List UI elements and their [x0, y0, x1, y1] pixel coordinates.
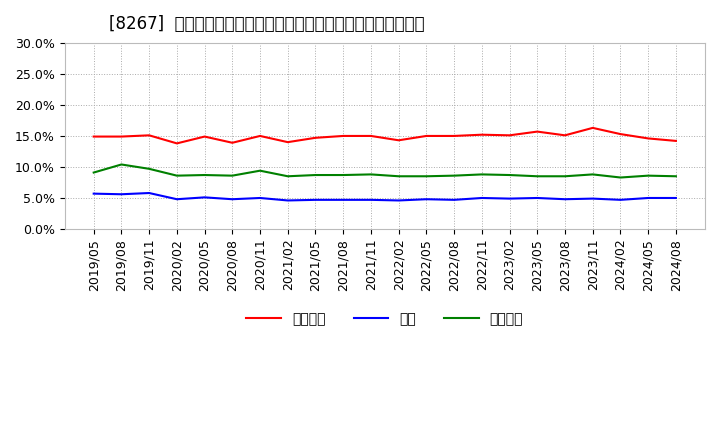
売上債権 — [533, 129, 541, 134]
売上債権 — [588, 125, 597, 131]
売上債権 — [173, 141, 181, 146]
買入債務 — [644, 173, 652, 178]
買入債務 — [173, 173, 181, 178]
買入債務 — [395, 174, 403, 179]
在庫 — [450, 197, 459, 202]
買入債務 — [228, 173, 237, 178]
在庫 — [505, 196, 514, 201]
買入債務 — [505, 172, 514, 178]
在庫 — [422, 197, 431, 202]
Line: 売上債権: 売上債権 — [94, 128, 676, 143]
買入債務 — [616, 175, 625, 180]
売上債権 — [256, 133, 264, 139]
在庫 — [200, 195, 209, 200]
買入債務 — [339, 172, 348, 178]
買入債務 — [588, 172, 597, 177]
買入債務 — [450, 173, 459, 178]
売上債権 — [395, 138, 403, 143]
在庫 — [366, 197, 375, 202]
在庫 — [588, 196, 597, 201]
売上債権 — [644, 136, 652, 141]
売上債権 — [117, 134, 126, 139]
売上債権 — [366, 133, 375, 139]
Text: [8267]  売上債権、在庫、買入債務の総資産に対する比率の推移: [8267] 売上債権、在庫、買入債務の総資産に対する比率の推移 — [109, 15, 425, 33]
売上債権 — [561, 133, 570, 138]
売上債権 — [477, 132, 486, 137]
在庫 — [228, 197, 237, 202]
売上債権 — [339, 133, 348, 139]
売上債権 — [145, 133, 153, 138]
在庫 — [145, 191, 153, 196]
売上債権 — [450, 133, 459, 139]
売上債権 — [616, 132, 625, 137]
在庫 — [311, 197, 320, 202]
売上債権 — [200, 134, 209, 139]
買入債務 — [366, 172, 375, 177]
買入債務 — [284, 174, 292, 179]
在庫 — [533, 195, 541, 201]
買入債務 — [200, 172, 209, 178]
在庫 — [477, 195, 486, 201]
売上債権 — [89, 134, 98, 139]
買入債務 — [422, 174, 431, 179]
Legend: 売上債権, 在庫, 買入債務: 売上債権, 在庫, 買入債務 — [241, 307, 528, 332]
買入債務 — [311, 172, 320, 178]
買入債務 — [561, 174, 570, 179]
在庫 — [644, 195, 652, 201]
買入債務 — [672, 174, 680, 179]
在庫 — [256, 195, 264, 201]
売上債権 — [672, 138, 680, 143]
買入債務 — [117, 162, 126, 167]
Line: 在庫: 在庫 — [94, 193, 676, 201]
在庫 — [616, 197, 625, 202]
売上債権 — [311, 135, 320, 140]
在庫 — [173, 197, 181, 202]
買入債務 — [533, 174, 541, 179]
在庫 — [339, 197, 348, 202]
売上債権 — [284, 139, 292, 145]
在庫 — [89, 191, 98, 196]
買入債務 — [89, 170, 98, 175]
在庫 — [561, 197, 570, 202]
売上債権 — [505, 133, 514, 138]
売上債権 — [228, 140, 237, 145]
買入債務 — [145, 166, 153, 172]
買入債務 — [477, 172, 486, 177]
Line: 買入債務: 買入債務 — [94, 165, 676, 177]
在庫 — [284, 198, 292, 203]
在庫 — [395, 198, 403, 203]
買入債務 — [256, 168, 264, 173]
在庫 — [672, 195, 680, 201]
在庫 — [117, 191, 126, 197]
売上債権 — [422, 133, 431, 139]
